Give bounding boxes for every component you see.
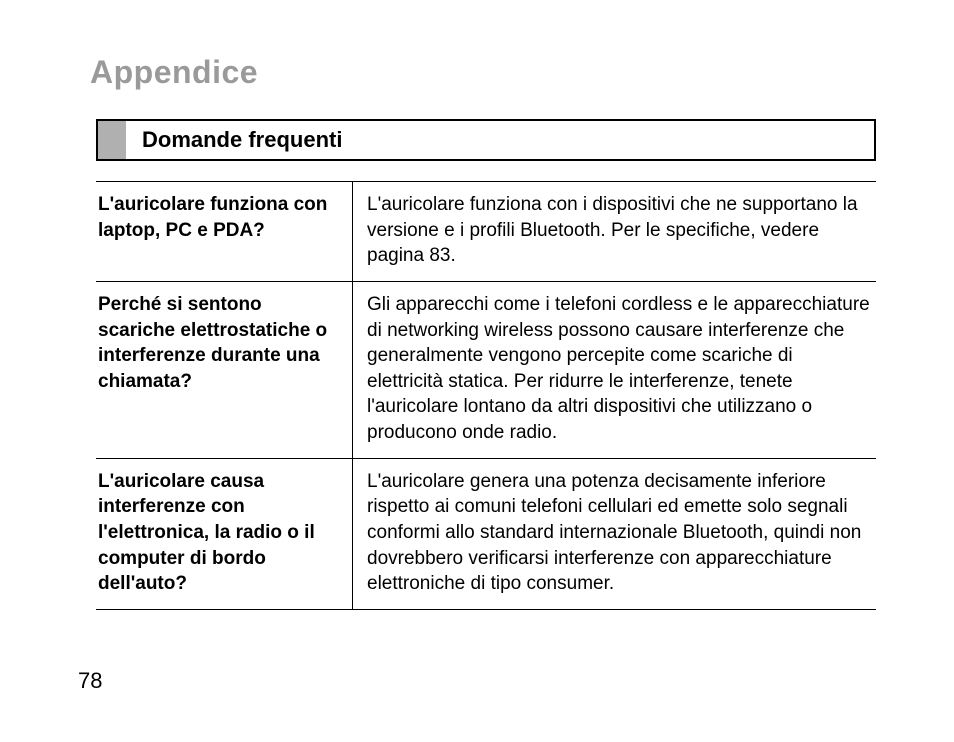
faq-answer: Gli apparecchi come i telefoni cordless … [353,281,877,458]
section-accent-block [98,121,126,159]
page-title: Appendice [90,54,876,91]
document-page: Appendice Domande frequenti L'auricolare… [0,0,954,742]
faq-table: L'auricolare funziona con laptop, PC e P… [96,181,876,610]
table-row: L'auricolare causa interferenze con l'el… [96,458,876,609]
table-row: L'auricolare funziona con laptop, PC e P… [96,182,876,282]
faq-answer: L'auricolare funziona con i dispositivi … [353,182,877,282]
section-header: Domande frequenti [96,119,876,161]
faq-answer: L'auricolare genera una potenza decisame… [353,458,877,609]
section-label: Domande frequenti [126,121,874,159]
page-number: 78 [78,668,102,694]
table-row: Perché si sentono scariche elettrostatic… [96,281,876,458]
faq-question: Perché si sentono scariche elettrostatic… [96,281,353,458]
faq-question: L'auricolare causa interferenze con l'el… [96,458,353,609]
faq-question: L'auricolare funziona con laptop, PC e P… [96,182,353,282]
